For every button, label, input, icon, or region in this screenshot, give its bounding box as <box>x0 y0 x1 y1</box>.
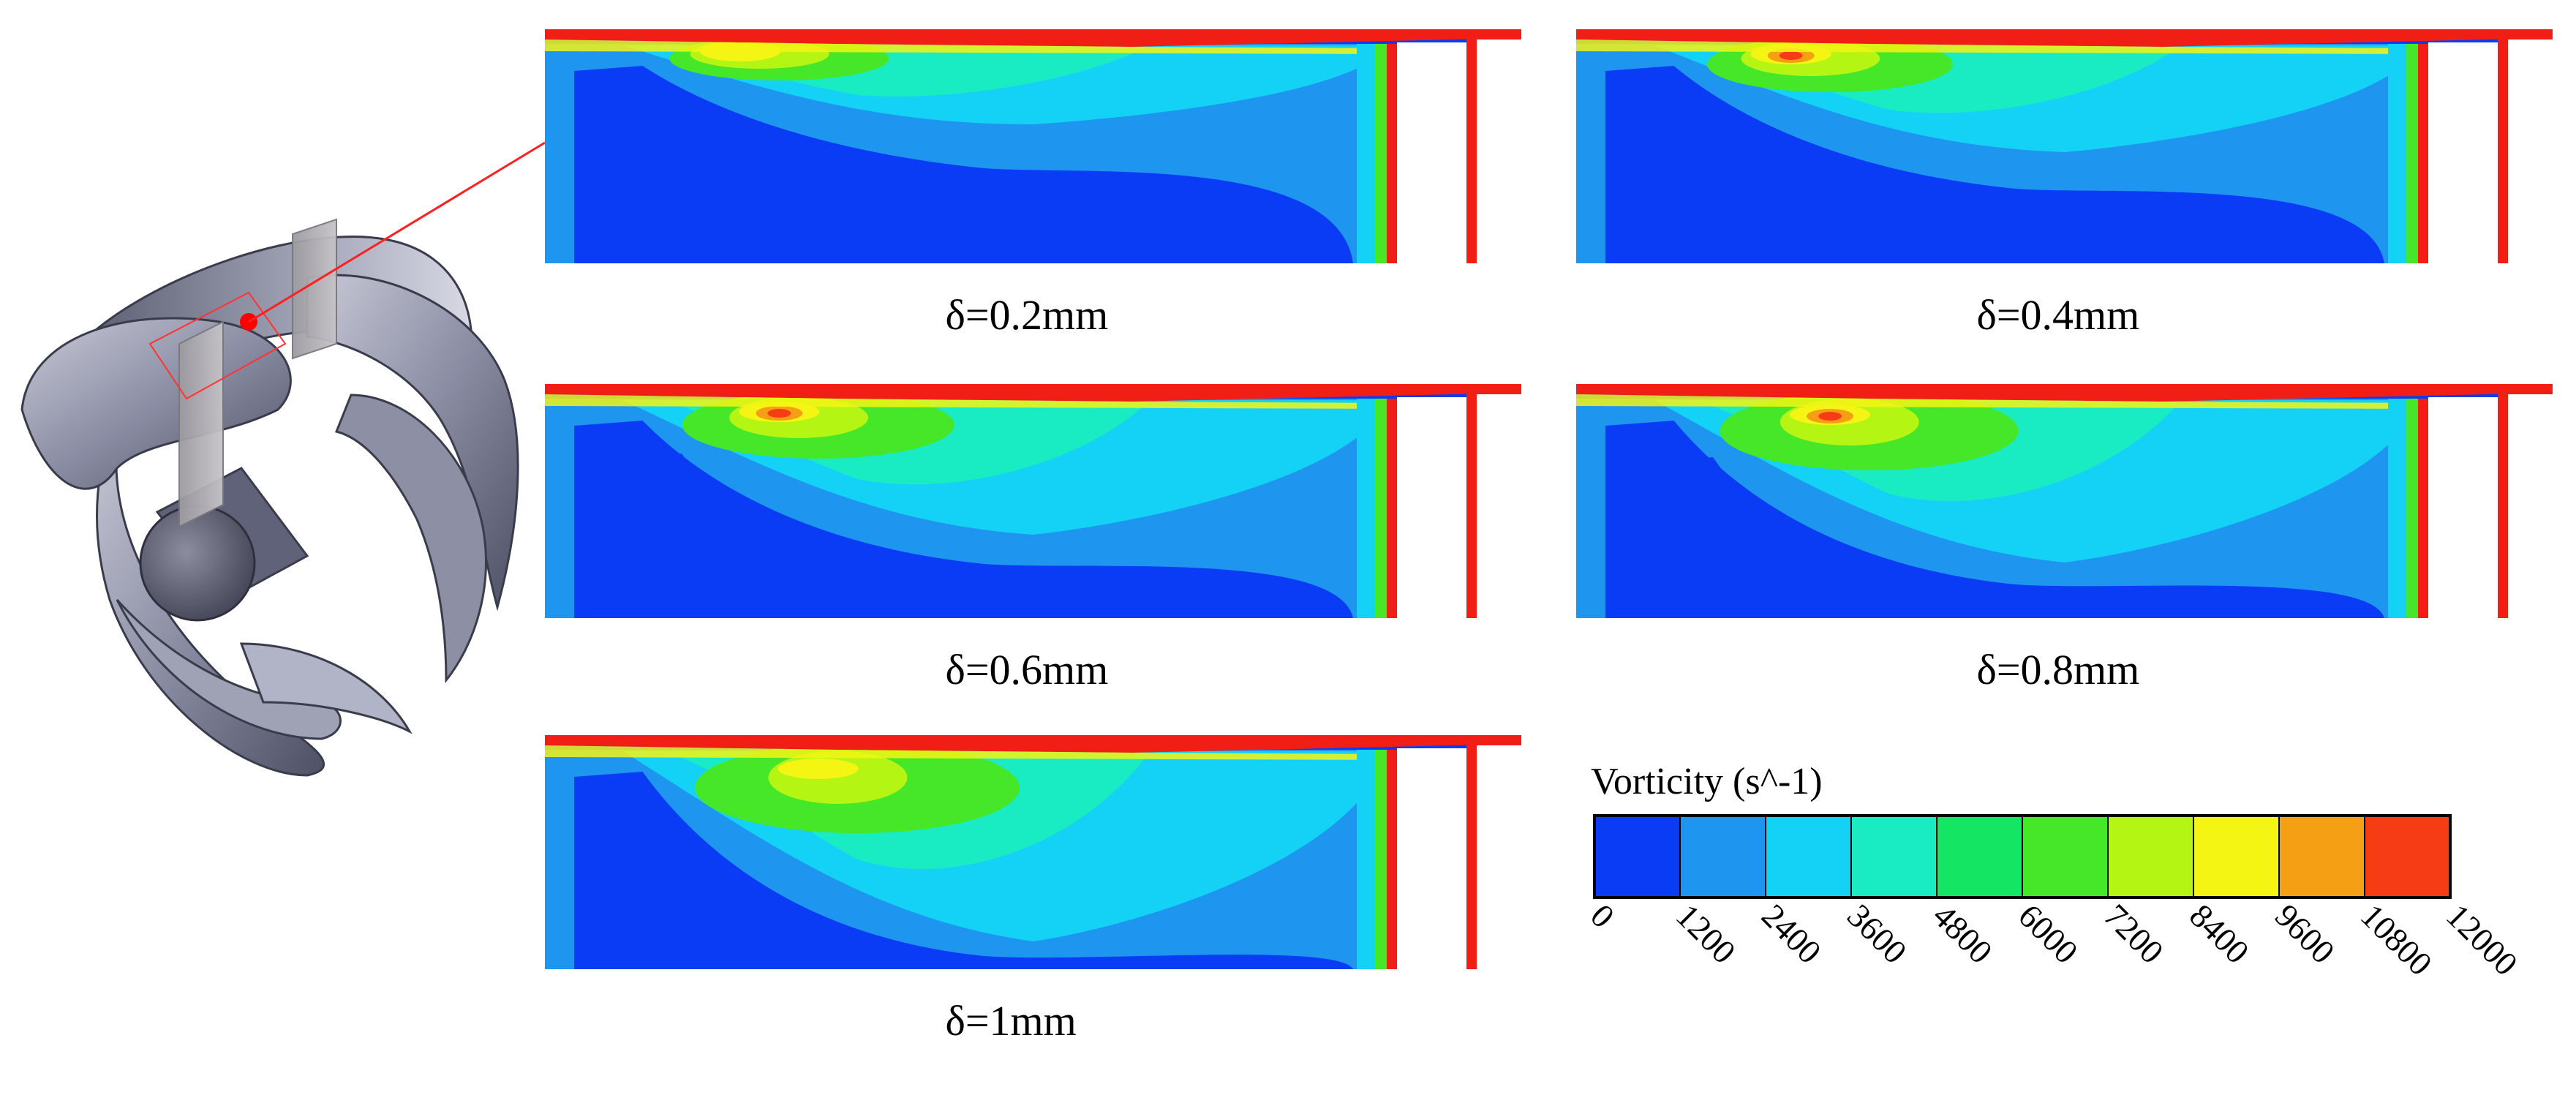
legend-tick-label: 1200 <box>1669 897 1743 971</box>
impeller-model <box>20 141 546 777</box>
legend-color-box <box>2364 815 2451 898</box>
contour-panel <box>1576 384 2553 618</box>
legend-tick-label: 4800 <box>1926 897 2000 971</box>
legend-color-box <box>1936 815 2023 898</box>
legend-color-box <box>1765 815 1852 898</box>
legend-tick-label: 6000 <box>2011 897 2085 971</box>
panel-caption: δ=0.8mm <box>1977 646 2140 693</box>
contour-panel <box>1576 29 2553 263</box>
legend-color-box <box>1850 815 1937 898</box>
legend-title: Vorticity (s^-1) <box>1591 761 1823 802</box>
contour-panel <box>545 735 1521 969</box>
contour-panels: δ=0.2mm δ=0.4mm δ=0.6mm δ=0.8mm δ=1mm <box>545 29 2553 1045</box>
legend-tick-label: 2400 <box>1755 897 1829 971</box>
panel-caption: δ=1mm <box>946 997 1077 1045</box>
legend-color-box <box>1594 815 1681 898</box>
callout-line <box>248 141 546 323</box>
panel-caption: δ=0.4mm <box>1977 291 2140 339</box>
contour-panel <box>545 384 1521 618</box>
legend-color-box <box>2193 815 2280 898</box>
legend-tick-label: 10800 <box>2354 897 2439 982</box>
legend-tick-label: 0 <box>1583 897 1622 935</box>
legend-color-box <box>1679 815 1766 898</box>
panel-caption: δ=0.2mm <box>946 291 1109 339</box>
legend-color-box <box>2278 815 2365 898</box>
legend-color-box <box>2107 815 2194 898</box>
legend-tick-label: 9600 <box>2268 897 2342 971</box>
legend-color-box <box>2022 815 2109 898</box>
legend-tick-label: 12000 <box>2439 897 2525 982</box>
legend-tick-label: 8400 <box>2183 897 2256 971</box>
legend-tick-label: 7200 <box>2097 897 2171 971</box>
legend-tick-label: 3600 <box>1840 897 1914 971</box>
vorticity-legend: Vorticity (s^-1) 0 1200 2400 3600 4800 6000 72… <box>1583 761 2525 982</box>
contour-panel <box>545 29 1521 263</box>
panel-caption: δ=0.6mm <box>946 646 1109 693</box>
